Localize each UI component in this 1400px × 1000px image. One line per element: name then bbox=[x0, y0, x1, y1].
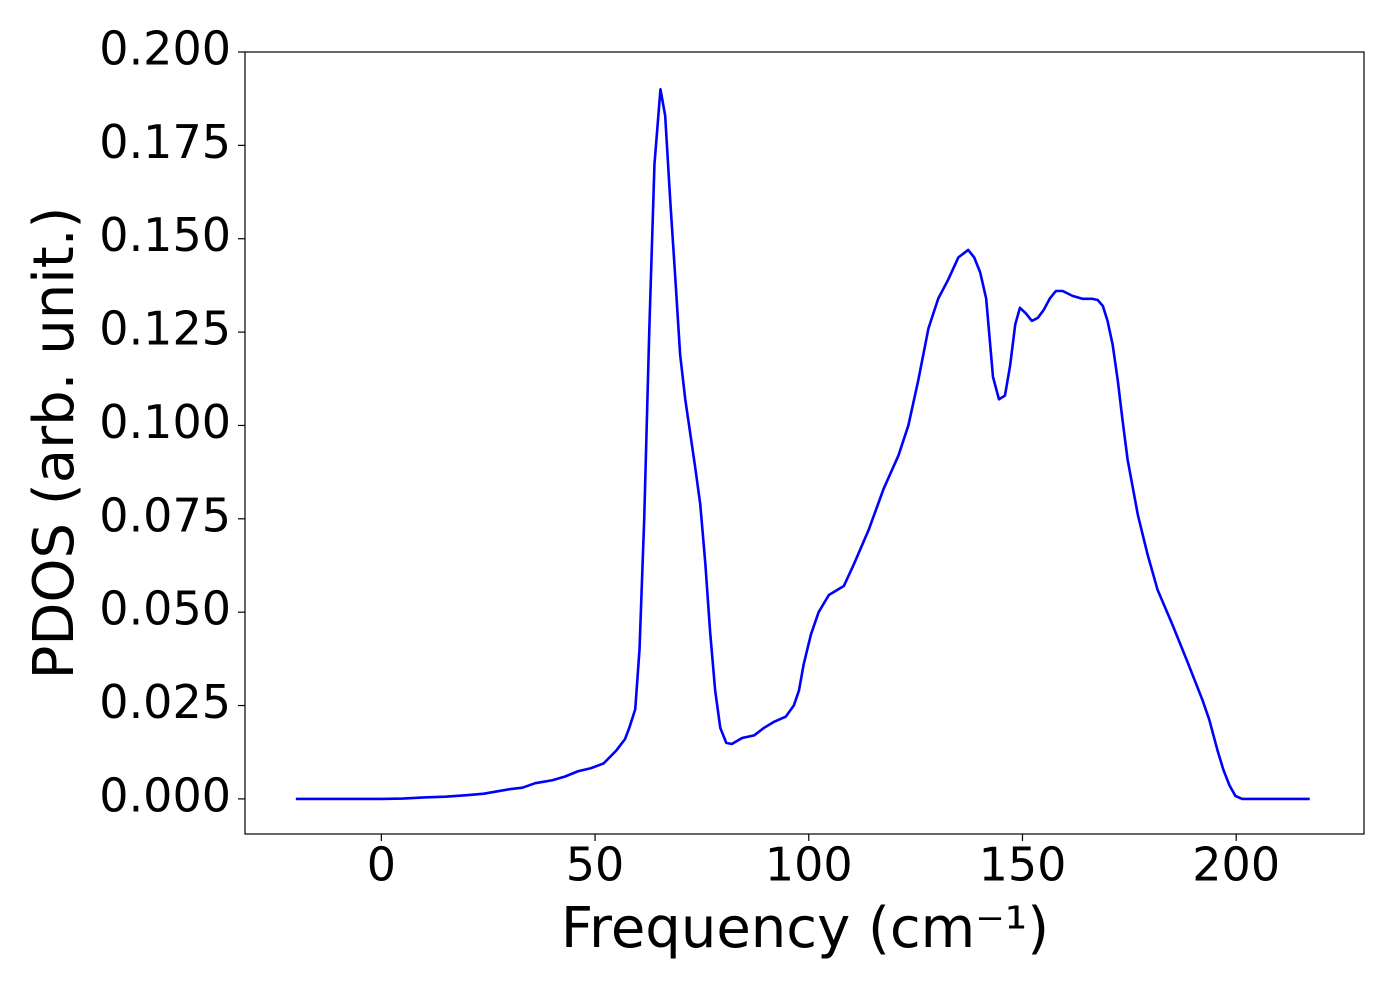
y-tick-label: 0.025 bbox=[99, 675, 231, 729]
y-tick-label: 0.200 bbox=[99, 22, 231, 76]
y-tick-label: 0.100 bbox=[99, 395, 231, 449]
y-tick-label: 0.175 bbox=[99, 115, 231, 169]
x-tick-label: 50 bbox=[566, 838, 625, 892]
plot-frame bbox=[244, 51, 1365, 835]
y-tick-label: 0.125 bbox=[99, 302, 231, 356]
y-tick-label: 0.050 bbox=[99, 582, 231, 636]
y-axis-label: PDOS (arb. unit.) bbox=[22, 207, 87, 680]
x-tick-label: 0 bbox=[367, 838, 396, 892]
x-tick-label: 100 bbox=[765, 838, 853, 892]
y-tick-label: 0.000 bbox=[99, 768, 231, 822]
x-axis-label: Frequency (cm⁻¹) bbox=[561, 896, 1049, 961]
y-tick-label: 0.150 bbox=[99, 208, 231, 262]
y-tick-label: 0.075 bbox=[99, 488, 231, 542]
data-line bbox=[295, 88, 1310, 801]
x-tick-label: 200 bbox=[1192, 838, 1280, 892]
x-tick-label: 150 bbox=[979, 838, 1067, 892]
